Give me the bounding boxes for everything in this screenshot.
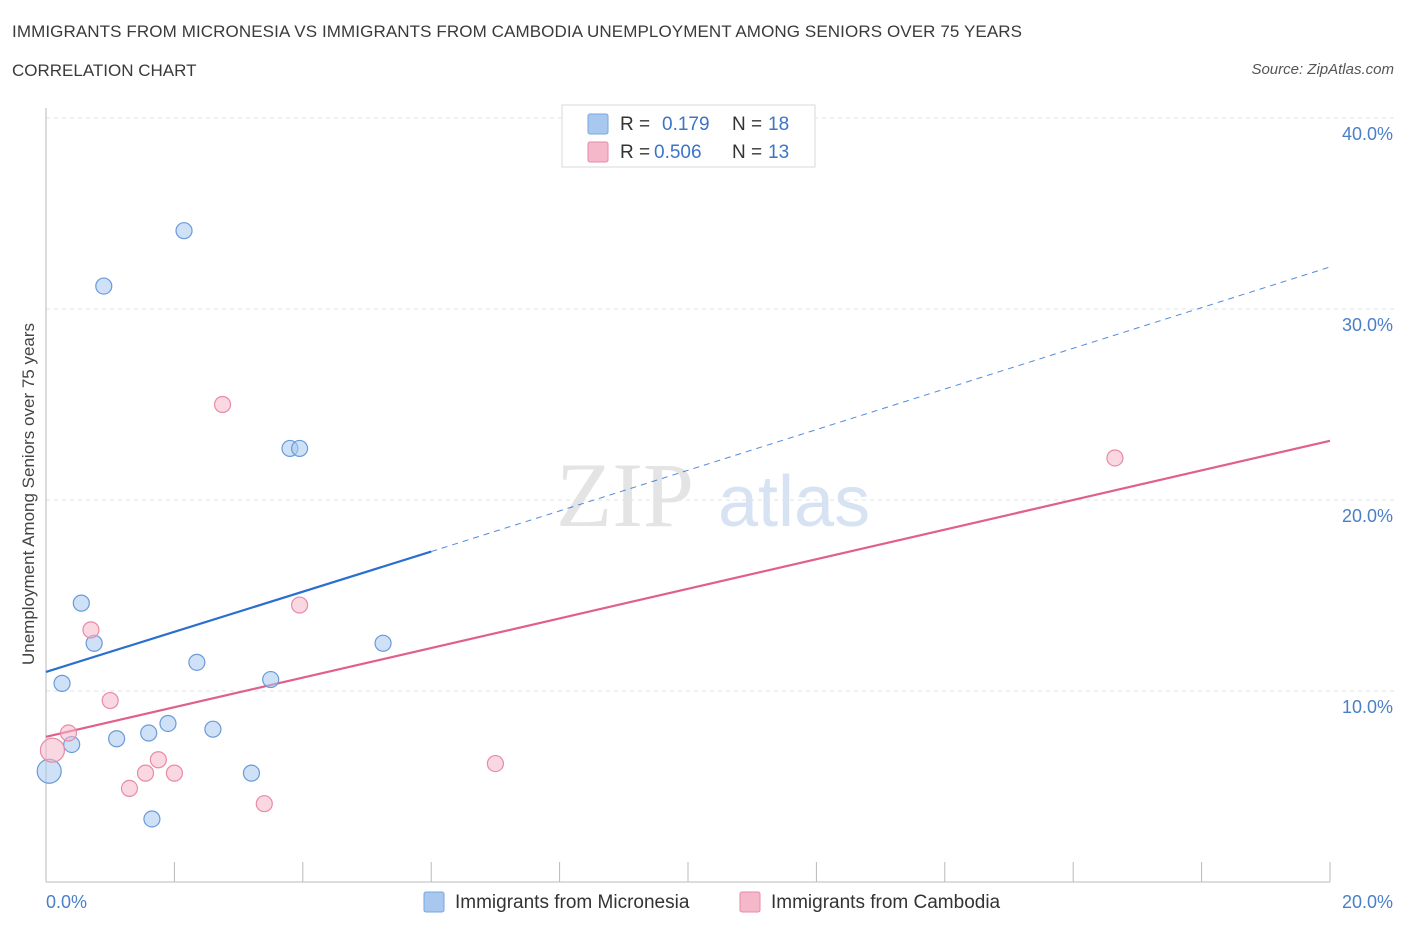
source-credit: Source: ZipAtlas.com: [1251, 61, 1394, 78]
point-micronesia-12: [204, 720, 222, 738]
series-legend-label-cambodia: Immigrants from Cambodia: [771, 892, 1001, 913]
legend-swatch-cambodia: [587, 141, 609, 163]
watermark: ZIP atlas: [556, 444, 870, 546]
point-micronesia-16: [290, 439, 309, 458]
grid-lines: [46, 117, 1395, 692]
point-micronesia-5: [95, 277, 113, 295]
point-micronesia-17: [374, 634, 392, 652]
point-micronesia-9: [159, 714, 177, 733]
y-tick-label-3: 40.0%: [1342, 124, 1393, 144]
point-cambodia-6: [149, 751, 167, 769]
point-cambodia-11: [486, 754, 504, 773]
legend-r-label-2: R =: [620, 142, 650, 163]
point-micronesia-11: [188, 653, 206, 671]
trend-line-micronesia: [45, 550, 432, 673]
trend-line-micronesia-extrapolated: [431, 266, 1331, 553]
legend-r-label-1: R =: [620, 114, 650, 135]
point-micronesia-3: [72, 594, 90, 612]
point-cambodia-5: [136, 764, 155, 782]
point-cambodia-2: [82, 621, 100, 639]
point-cambodia-7: [165, 764, 183, 782]
legend-n-label-1: N =: [732, 114, 762, 135]
point-cambodia-10: [290, 596, 309, 614]
y-tick-label-2: 30.0%: [1342, 315, 1393, 335]
trend-lines: [45, 266, 1331, 738]
watermark-zip: ZIP: [556, 444, 694, 546]
point-micronesia-7: [140, 724, 158, 742]
series-legend-label-micronesia: Immigrants from Micronesia: [455, 892, 690, 913]
chart-title: IMMIGRANTS FROM MICRONESIA VS IMMIGRANTS…: [12, 22, 1023, 41]
point-micronesia-1: [53, 674, 71, 692]
point-micronesia-0: [36, 758, 62, 784]
legend-n-value-1: 18: [768, 114, 789, 135]
point-cambodia-4: [120, 779, 139, 798]
series-legend-swatch-micronesia: [423, 891, 445, 913]
legend-n-label-2: N =: [732, 142, 762, 163]
point-cambodia-3: [101, 691, 119, 710]
y-axis-label: Unemployment Among Seniors over 75 years: [19, 323, 38, 665]
y-tick-label-0: 10.0%: [1342, 697, 1393, 717]
y-tick-label-1: 20.0%: [1342, 506, 1393, 526]
watermark-atlas: atlas: [718, 462, 870, 542]
legend-n-value-2: 13: [768, 142, 789, 163]
point-micronesia-6: [108, 730, 126, 748]
correlation-legend: R = 0.179 N = 18 R = 0.506 N = 13: [561, 104, 816, 168]
legend-r-value-1: 0.179: [662, 114, 710, 135]
point-cambodia-12: [1106, 449, 1124, 467]
data-points: [36, 222, 1124, 828]
point-cambodia-0: [39, 737, 66, 763]
point-micronesia-8: [143, 810, 161, 828]
x-tick-labels: 0.0% 20.0%: [46, 892, 1393, 912]
point-micronesia-10: [175, 222, 193, 240]
series-legend-swatch-cambodia: [739, 891, 761, 913]
y-tick-labels: 10.0% 20.0% 30.0% 40.0%: [1342, 124, 1393, 717]
x-tick-label-min: 0.0%: [46, 892, 87, 912]
point-cambodia-8: [213, 395, 232, 414]
point-micronesia-13: [242, 764, 261, 782]
series-legend: Immigrants from Micronesia Immigrants fr…: [423, 891, 1001, 913]
chart-subtitle: CORRELATION CHART: [12, 61, 197, 80]
point-micronesia-14: [262, 670, 280, 689]
point-cambodia-9: [255, 795, 273, 813]
legend-r-value-2: 0.506: [654, 142, 702, 163]
x-tick-label-max: 20.0%: [1342, 892, 1393, 912]
legend-swatch-micronesia: [587, 113, 609, 135]
point-cambodia-1: [59, 724, 78, 742]
trend-line-cambodia: [45, 439, 1331, 738]
